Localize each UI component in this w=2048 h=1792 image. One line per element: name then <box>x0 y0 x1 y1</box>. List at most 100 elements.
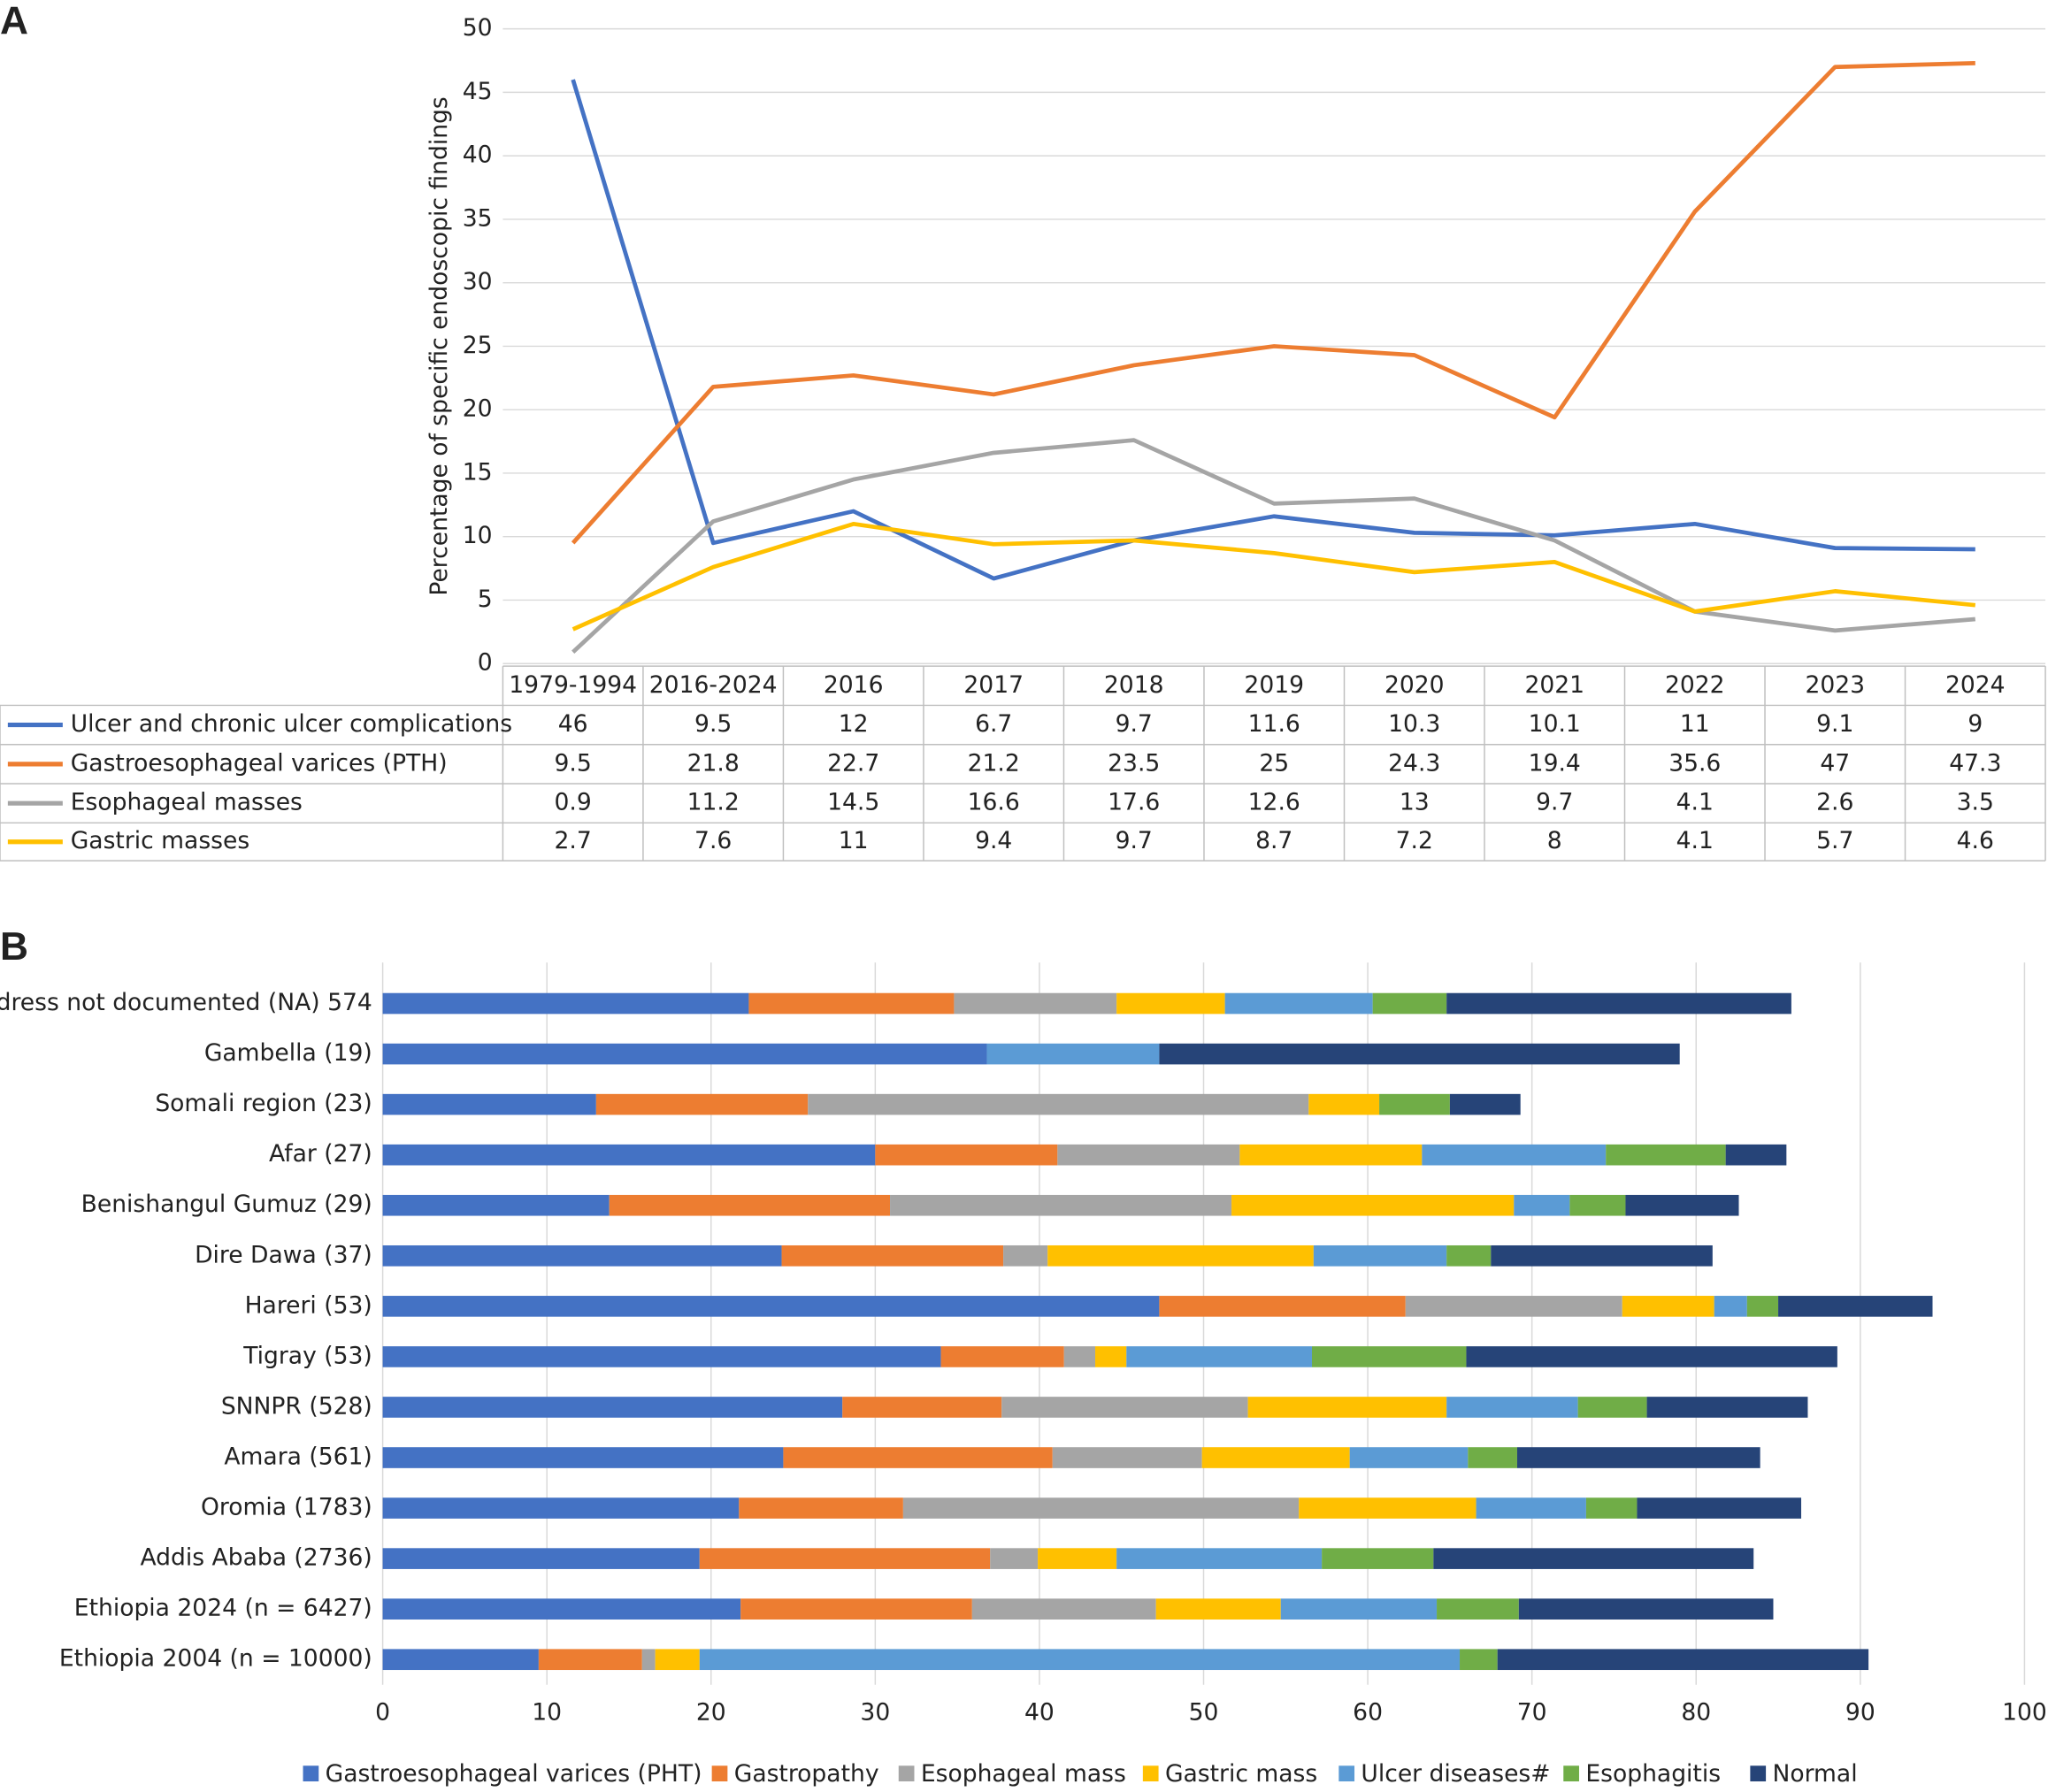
x-tick-label: 2023 <box>1805 671 1865 699</box>
bar-segment <box>1063 1346 1096 1367</box>
table-value: 8.7 <box>1255 827 1292 854</box>
table-value: 11.6 <box>1248 710 1300 738</box>
bar-segment <box>1622 1296 1714 1317</box>
bar-segment <box>1280 1598 1438 1620</box>
legend-swatch <box>1142 1765 1159 1782</box>
bar-segment <box>1714 1296 1747 1317</box>
bar-segment <box>699 1548 991 1569</box>
legend-label: Ulcer and chronic ulcer complications <box>71 710 512 738</box>
legend-swatch <box>1338 1765 1355 1782</box>
y-tick-label: Amara (561) <box>224 1444 372 1471</box>
y-tick-label: Dire Dawa (37) <box>195 1241 372 1268</box>
y-axis-label: Percentage of specific endoscopic findin… <box>426 96 453 595</box>
bar-segment <box>1449 1093 1521 1115</box>
legend-swatch <box>303 1765 319 1782</box>
bar-segment <box>1466 1346 1837 1367</box>
y-tick-label: 15 <box>463 458 493 486</box>
x-tick-label: 0 <box>375 1699 390 1727</box>
bar-segment <box>781 1244 1004 1267</box>
bar-segment <box>1116 992 1225 1015</box>
bar-segment <box>1247 1397 1447 1418</box>
bar-segment <box>990 1548 1039 1569</box>
table-value: 6.7 <box>975 710 1012 738</box>
table-value: 0.9 <box>555 789 592 816</box>
legend-label: Normal <box>1772 1760 1857 1788</box>
bar-segment <box>1322 1548 1434 1569</box>
bar-segment <box>1155 1598 1281 1620</box>
legend-swatch <box>711 1765 728 1782</box>
x-tick-label: 2017 <box>963 671 1024 699</box>
bar-segment <box>739 1497 903 1519</box>
table-value: 13 <box>1400 789 1430 816</box>
bar-segment <box>1585 1497 1638 1519</box>
legend-swatch <box>1563 1765 1579 1782</box>
bar-segment <box>382 1397 843 1418</box>
bar-segment <box>1159 1043 1680 1065</box>
y-tick-label: 5 <box>478 586 493 613</box>
table-value: 7.2 <box>1396 827 1433 854</box>
table-value: 7.6 <box>694 827 732 854</box>
bar-segment <box>382 1548 700 1569</box>
bar-segment <box>1497 1649 1869 1671</box>
bar-segment <box>382 1144 876 1166</box>
table-value: 2.7 <box>555 827 592 854</box>
x-tick-label: 40 <box>1024 1699 1055 1727</box>
y-tick-label: Tigray (53) <box>242 1342 372 1369</box>
legend-label: Esophageal masses <box>71 789 303 816</box>
y-tick-label: 35 <box>463 204 493 232</box>
bar-segment <box>808 1093 1309 1115</box>
table-value: 9.1 <box>1816 710 1853 738</box>
bar-segment <box>1514 1194 1570 1216</box>
bar-segment <box>1239 1144 1423 1166</box>
bar-segment <box>1491 1244 1713 1267</box>
table-value: 9.4 <box>975 827 1012 854</box>
table-value: 14.5 <box>827 789 879 816</box>
x-tick-label: 30 <box>860 1699 890 1727</box>
bar-segment <box>1725 1144 1787 1166</box>
bar-segment <box>1299 1497 1477 1519</box>
table-value: 10.3 <box>1388 710 1440 738</box>
x-tick-label: 2016 <box>824 671 884 699</box>
table-value: 16.6 <box>968 789 1020 816</box>
bar-segment <box>1126 1346 1312 1367</box>
bar-segment <box>875 1144 1058 1166</box>
legend-swatch <box>1750 1765 1767 1782</box>
bar-segment <box>748 992 955 1015</box>
legend-label: Gastroesophageal varices (PHT) <box>326 1760 702 1788</box>
x-tick-label: 60 <box>1353 1699 1383 1727</box>
bar-segment <box>1446 1397 1578 1418</box>
y-tick-label: Benishangul Gumuz (29) <box>81 1191 372 1218</box>
table-value: 23.5 <box>1108 749 1160 777</box>
y-tick-label: SNNPR (528) <box>221 1392 372 1420</box>
table-value: 9.7 <box>1116 827 1153 854</box>
table-value: 8 <box>1547 827 1562 854</box>
x-tick-label: 10 <box>532 1699 562 1727</box>
table-value: 47.3 <box>1949 749 2001 777</box>
table-value: 21.8 <box>687 749 740 777</box>
bar-segment <box>382 1296 1160 1317</box>
x-tick-label: 2018 <box>1104 671 1164 699</box>
bar-segment <box>902 1497 1300 1519</box>
bar-segment <box>1313 1244 1447 1267</box>
bar-segment <box>1311 1346 1467 1367</box>
y-tick-label: Gambella (19) <box>204 1039 372 1067</box>
bar-segment <box>1372 992 1447 1015</box>
table-value: 11 <box>839 827 869 854</box>
bar-segment <box>382 1598 741 1620</box>
bar-segment <box>655 1649 700 1671</box>
x-tick-label: 80 <box>1681 1699 1711 1727</box>
bar-segment <box>1516 1447 1760 1468</box>
table-value: 3.5 <box>1957 789 1994 816</box>
bar-segment <box>1433 1548 1754 1569</box>
bar-segment <box>1446 992 1791 1015</box>
table-value: 19.4 <box>1529 749 1581 777</box>
x-tick-label: 2016-2024 <box>649 671 778 699</box>
y-tick-label: 25 <box>463 332 493 359</box>
table-value: 4.6 <box>1957 827 1994 854</box>
bar-segment <box>1569 1194 1626 1216</box>
y-tick-label: 45 <box>463 78 493 105</box>
table-value: 9.7 <box>1116 710 1153 738</box>
bar-segment <box>382 1346 941 1367</box>
bar-segment <box>1405 1296 1622 1317</box>
table-value: 25 <box>1259 749 1289 777</box>
